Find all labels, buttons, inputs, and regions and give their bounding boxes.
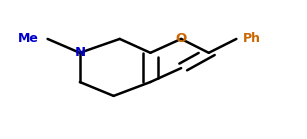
Text: Me: Me xyxy=(17,32,38,45)
Text: O: O xyxy=(176,32,187,45)
Text: Ph: Ph xyxy=(243,32,261,45)
Text: N: N xyxy=(74,46,85,59)
